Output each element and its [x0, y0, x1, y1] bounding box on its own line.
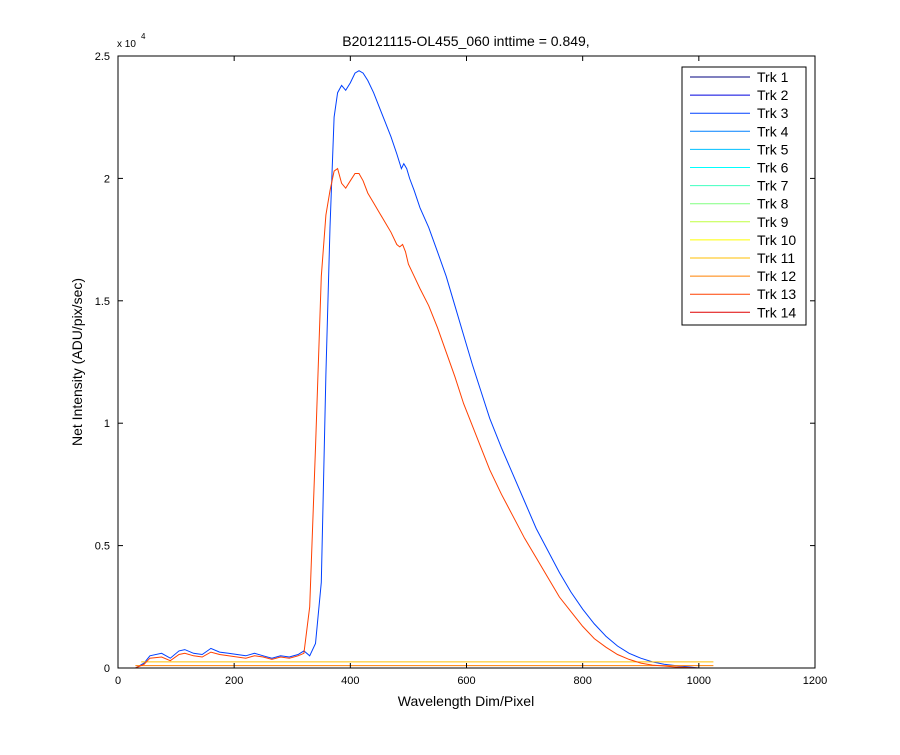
x-tick-label: 400: [341, 675, 359, 687]
legend-entry: Trk 12: [757, 268, 796, 284]
x-axis: 0 200 400 600 800 1000 1200: [115, 56, 827, 687]
chart-title: B20121115-OL455_060 inttime = 0.849,: [342, 33, 589, 49]
y-axis: 0 0.5 1 1.5 2 2.5: [95, 51, 815, 675]
x-tick-label: 1200: [803, 675, 827, 687]
legend-entry: Trk 13: [757, 286, 796, 302]
legend-entry: Trk 2: [757, 87, 789, 103]
legend-entry: Trk 1: [757, 69, 789, 85]
y-tick-label: 1.5: [95, 296, 110, 308]
legend: Trk 1 Trk 2 Trk 3 Trk 4 Trk 5 Trk 6 Trk 7 Trk 8…: [681, 66, 807, 326]
legend-entry: Trk 10: [757, 232, 796, 248]
y-tick-label: 2.5: [95, 51, 110, 63]
legend-entry: Trk 6: [757, 160, 789, 176]
y-exponent-power: 4: [141, 32, 146, 41]
series-line-13: [135, 167, 711, 669]
legend-entry: Trk 14: [757, 304, 796, 320]
y-exponent-base: x 10: [117, 39, 136, 50]
legend-box: [681, 66, 807, 326]
legend-entry: Trk 4: [757, 123, 789, 139]
legend-entry: Trk 11: [757, 250, 795, 266]
y-tick-label: 0.5: [95, 541, 110, 553]
legend-entry: Trk 8: [757, 196, 789, 212]
x-tick-label: 600: [457, 675, 475, 687]
y-tick-label: 0: [104, 663, 110, 675]
legend-entry: Trk 3: [757, 105, 789, 121]
legend-entry: Trk 9: [757, 214, 789, 230]
x-tick-label: 800: [573, 675, 591, 687]
x-axis-label: Wavelength Dim/Pixel: [398, 693, 534, 709]
legend-entry: Trk 5: [757, 141, 789, 157]
x-tick-label: 1000: [687, 675, 711, 687]
y-tick-label: 2: [104, 173, 110, 185]
x-tick-label: 0: [115, 675, 121, 687]
legend-entry: Trk 7: [757, 178, 789, 194]
y-tick-label: 1: [104, 418, 110, 430]
x-tick-label: 200: [225, 675, 243, 687]
series-line-3: [135, 70, 711, 669]
y-axis-label: Net Intensity (ADU/pix/sec): [69, 278, 85, 446]
